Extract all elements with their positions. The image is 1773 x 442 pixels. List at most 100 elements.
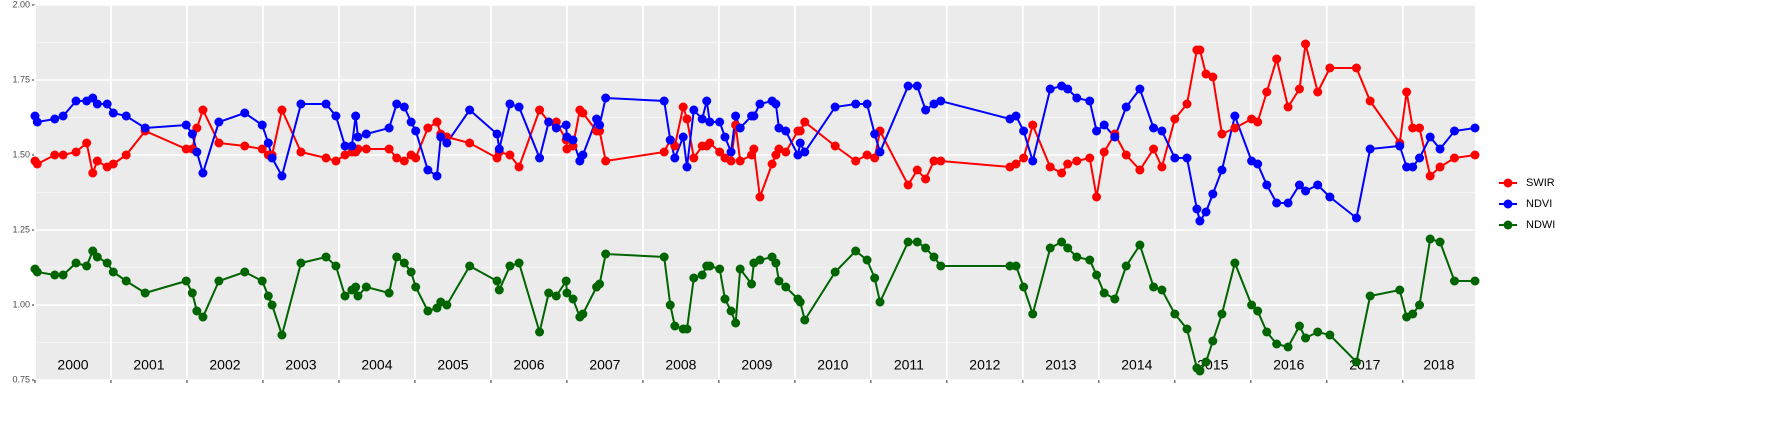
data-point — [870, 153, 880, 163]
data-point — [1325, 192, 1335, 202]
data-point — [1415, 153, 1425, 163]
data-point — [1057, 168, 1067, 178]
data-point — [32, 267, 42, 277]
data-point — [749, 111, 759, 121]
data-point — [929, 99, 939, 109]
data-point — [121, 276, 131, 286]
data-point — [296, 147, 306, 157]
x-tick-label: 2004 — [361, 357, 392, 373]
data-point — [678, 102, 688, 112]
data-point — [851, 99, 861, 109]
data-point — [181, 120, 191, 130]
data-point — [697, 270, 707, 280]
data-point — [406, 267, 416, 277]
data-point — [257, 120, 267, 130]
data-point — [781, 147, 791, 157]
x-tick-label: 2014 — [1121, 357, 1152, 373]
data-point — [263, 291, 273, 301]
data-point — [535, 153, 545, 163]
data-point — [795, 138, 805, 148]
data-point — [702, 96, 712, 106]
data-point — [851, 246, 861, 256]
data-point — [767, 159, 777, 169]
data-point — [187, 288, 197, 298]
data-point — [296, 99, 306, 109]
data-point — [1195, 216, 1205, 226]
data-point — [697, 114, 707, 124]
data-point — [1208, 72, 1218, 82]
data-point — [1247, 300, 1257, 310]
data-point — [50, 150, 60, 160]
data-point — [340, 150, 350, 160]
data-point — [102, 99, 112, 109]
legend-label: NDVI — [1526, 198, 1552, 210]
data-point — [198, 105, 208, 115]
data-point — [514, 258, 524, 268]
data-point — [726, 147, 736, 157]
data-point — [659, 96, 669, 106]
data-point — [1253, 306, 1263, 316]
data-point — [1301, 186, 1311, 196]
data-point — [1121, 102, 1131, 112]
data-point — [1283, 342, 1293, 352]
data-point — [1365, 144, 1375, 154]
y-tick-label: 1.00 — [12, 299, 30, 309]
data-point — [1072, 156, 1082, 166]
data-point — [1272, 198, 1282, 208]
data-point — [735, 123, 745, 133]
data-point — [436, 132, 446, 142]
data-point — [551, 291, 561, 301]
y-tick-label: 0.75 — [12, 374, 30, 384]
data-point — [755, 255, 765, 265]
data-point — [181, 276, 191, 286]
data-point — [1351, 357, 1361, 367]
data-point — [432, 171, 442, 181]
x-tick-label: 2005 — [437, 357, 468, 373]
data-point — [1449, 153, 1459, 163]
data-point — [361, 144, 371, 154]
data-point — [851, 156, 861, 166]
data-point — [670, 321, 680, 331]
data-point — [1217, 129, 1227, 139]
data-point — [568, 294, 578, 304]
data-point — [1019, 282, 1029, 292]
data-point — [465, 138, 475, 148]
data-point — [514, 102, 524, 112]
data-point — [347, 141, 357, 151]
data-point — [1294, 180, 1304, 190]
data-point — [1415, 123, 1425, 133]
data-point — [361, 129, 371, 139]
data-point — [715, 147, 725, 157]
data-point — [735, 264, 745, 274]
data-point — [187, 129, 197, 139]
data-point — [870, 129, 880, 139]
data-point — [1121, 150, 1131, 160]
data-point — [82, 261, 92, 271]
data-point — [665, 135, 675, 145]
data-point — [929, 156, 939, 166]
data-point — [689, 105, 699, 115]
data-point — [192, 306, 202, 316]
data-point — [1192, 204, 1202, 214]
x-tick-label: 2013 — [1045, 357, 1076, 373]
data-point — [423, 123, 433, 133]
x-tick-label: 2000 — [57, 357, 88, 373]
data-point — [263, 138, 273, 148]
data-point — [1262, 327, 1272, 337]
data-point — [665, 300, 675, 310]
data-point — [257, 144, 267, 154]
data-point — [601, 156, 611, 166]
data-point — [781, 126, 791, 136]
data-point — [1195, 45, 1205, 55]
data-point — [277, 330, 287, 340]
data-point — [1028, 309, 1038, 319]
data-point — [82, 138, 92, 148]
data-point — [578, 309, 588, 319]
data-point — [1157, 126, 1167, 136]
data-point — [1011, 159, 1021, 169]
data-point — [1408, 123, 1418, 133]
data-point — [705, 117, 715, 127]
data-point — [1435, 144, 1445, 154]
data-point — [830, 141, 840, 151]
